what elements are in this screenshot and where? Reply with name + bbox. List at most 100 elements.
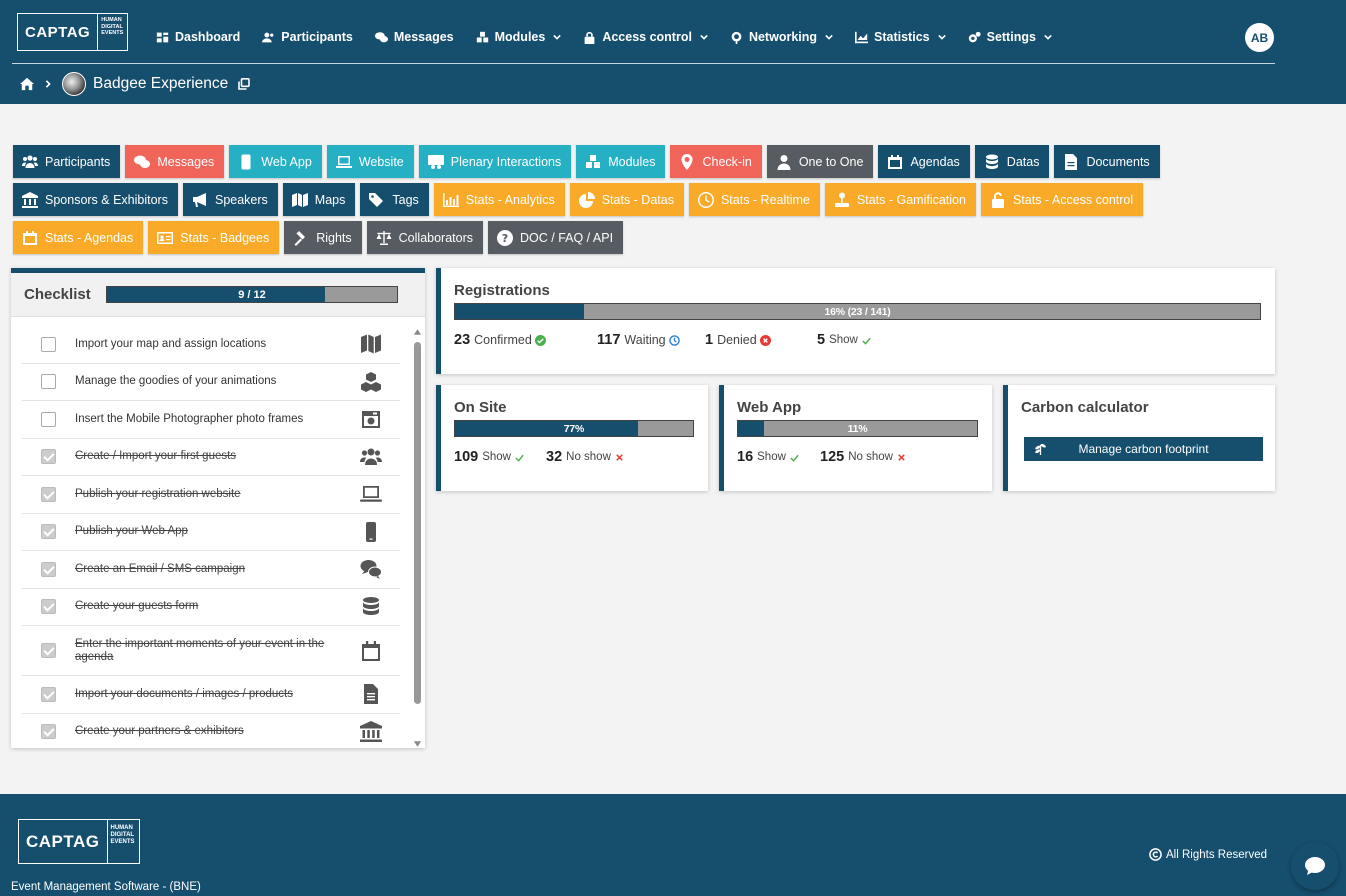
checklist-item-text[interactable]: Enter the important moments of your even… xyxy=(75,637,325,663)
tile-speakers[interactable]: Speakers xyxy=(182,183,278,216)
checklist-item-text[interactable]: Create an Email / SMS campaign xyxy=(75,562,246,575)
unlock-icon xyxy=(991,191,1004,208)
checkbox[interactable] xyxy=(41,686,56,702)
checklist-item-text[interactable]: Insert the Mobile Photographer photo fra… xyxy=(75,412,304,425)
manage-carbon-button[interactable]: Manage carbon footprint xyxy=(1024,437,1263,461)
checkbox[interactable] xyxy=(41,524,56,540)
footer-tagline: Event Management Software - (BNE) xyxy=(11,881,201,893)
tile-one-to-one[interactable]: One to One xyxy=(766,145,874,178)
checkbox[interactable] xyxy=(41,411,56,427)
checkbox[interactable] xyxy=(41,486,56,502)
tile-website[interactable]: Website xyxy=(326,145,414,178)
megaphone-icon xyxy=(192,192,206,207)
scroll-down-icon[interactable] xyxy=(413,740,422,748)
nav-dashboard[interactable]: Dashboard xyxy=(156,30,240,44)
nav-access-control[interactable]: Access control xyxy=(583,30,708,44)
checklist-item-text[interactable]: Import your map and assign locations xyxy=(75,337,267,350)
tile-agendas[interactable]: Agendas xyxy=(878,145,970,178)
tile-documents[interactable]: Documents xyxy=(1054,145,1160,178)
checklist-item-text[interactable]: Manage the goodies of your animations xyxy=(75,375,277,388)
nav-modules[interactable]: Modules xyxy=(476,30,562,44)
webapp-progress-bar: 11% xyxy=(737,420,978,437)
checkbox[interactable] xyxy=(41,561,56,577)
tile-maps[interactable]: Maps xyxy=(282,183,356,216)
checkbox[interactable] xyxy=(41,599,56,615)
tile-web-app[interactable]: Web App xyxy=(229,145,322,178)
tile-tags[interactable]: Tags xyxy=(360,183,429,216)
nav-participants[interactable]: Participants xyxy=(262,30,353,44)
onsite-progress-fill xyxy=(455,421,639,436)
check-icon xyxy=(515,454,524,462)
checklist-item-text[interactable]: Publish your registration website xyxy=(75,487,241,500)
checklist-item-guests: Create / Import your first guests xyxy=(22,439,400,476)
tile-stats-agendas[interactable]: Stats - Agendas xyxy=(13,221,144,254)
scroll-up-icon[interactable] xyxy=(413,328,422,336)
calendar-icon xyxy=(362,640,380,661)
chat-bubble-icon xyxy=(1305,857,1325,875)
captag-logo[interactable]: CAPTAG HUMAN DIGITAL EVENTS xyxy=(17,13,129,51)
scrollbar-thumb[interactable] xyxy=(414,342,421,704)
webapp-progress-text: 11% xyxy=(847,422,868,435)
chat-launcher-button[interactable] xyxy=(1291,842,1339,890)
checklist-item-photo-frames: Insert the Mobile Photographer photo fra… xyxy=(22,401,400,439)
checklist-header: Checklist 9 / 12 xyxy=(11,273,425,317)
tile-doc-faq-api[interactable]: ? DOC / FAQ / API xyxy=(488,221,624,254)
clock-icon xyxy=(697,191,714,208)
checklist-item-text[interactable]: Create your guests form xyxy=(75,600,199,613)
tile-stats-analytics[interactable]: Stats - Analytics xyxy=(433,183,565,216)
tile-messages[interactable]: Messages xyxy=(125,145,225,178)
copy-icon[interactable] xyxy=(238,78,251,90)
carbon-card: Carbon calculator Manage carbon footprin… xyxy=(1003,385,1275,491)
nav-networking[interactable]: Networking xyxy=(730,30,833,44)
checkbox[interactable] xyxy=(41,643,56,658)
tile-stats-realtime[interactable]: Stats - Realtime xyxy=(688,183,820,216)
checklist-item-text[interactable]: Create / Import your first guests xyxy=(75,450,237,463)
checklist-item-website: Publish your registration website xyxy=(22,476,400,514)
chat-icon xyxy=(134,155,151,168)
tile-stats-access-control[interactable]: Stats - Access control xyxy=(980,183,1144,216)
checkbox[interactable] xyxy=(41,336,56,352)
tile-check-in[interactable]: Check-in xyxy=(670,145,762,178)
webapp-noshow-stat: 125 No show xyxy=(820,449,907,465)
checklist-item-campaign: Create an Email / SMS campaign xyxy=(22,551,400,589)
checkbox[interactable] xyxy=(41,724,56,740)
tile-collaborators[interactable]: Collaborators xyxy=(366,221,483,254)
registrations-card: Registrations 16% (23 / 141) 23 Confirmed… xyxy=(436,268,1275,374)
nav-settings[interactable]: Settings xyxy=(968,30,1052,44)
user-avatar[interactable]: AB xyxy=(1245,23,1274,52)
mobile-icon xyxy=(366,521,376,542)
checklist-item-text[interactable]: Publish your Web App xyxy=(75,525,188,538)
tile-rights[interactable]: Rights xyxy=(284,221,362,254)
network-icon xyxy=(731,31,742,44)
tile-stats-badgees[interactable]: Stats - Badgees xyxy=(148,221,280,254)
registrations-progress-fill xyxy=(455,304,584,319)
tile-plenary-interactions[interactable]: Plenary Interactions xyxy=(418,145,572,178)
presentation-icon xyxy=(427,154,444,169)
chevron-down-icon xyxy=(553,34,562,40)
onsite-card: On Site 77% 109 Show 32 No show xyxy=(436,385,708,491)
laptop-icon xyxy=(335,155,352,168)
nav-messages[interactable]: Messages xyxy=(374,30,454,44)
nav-statistics[interactable]: Statistics xyxy=(855,30,946,44)
checkbox[interactable] xyxy=(41,374,56,390)
checklist-title: Checklist xyxy=(24,286,91,303)
logo-text: CAPTAG xyxy=(18,14,99,50)
tile-stats-gamification[interactable]: Stats - Gamification xyxy=(824,183,976,216)
home-icon[interactable] xyxy=(20,77,34,91)
tile-participants[interactable]: Participants xyxy=(13,145,121,178)
tile-stats-datas[interactable]: Stats - Datas xyxy=(569,183,684,216)
nav-label: Participants xyxy=(281,30,353,44)
show-stat: 5 Show xyxy=(817,332,872,348)
button-label: Manage carbon footprint xyxy=(1078,442,1209,456)
tile-modules[interactable]: Modules xyxy=(576,145,666,178)
pie-chart-icon xyxy=(578,191,595,208)
tile-sponsors-exhibitors[interactable]: Sponsors & Exhibitors xyxy=(13,183,178,216)
close-icon xyxy=(898,453,905,461)
nav-label: Statistics xyxy=(874,30,930,44)
checkbox[interactable] xyxy=(41,449,56,465)
tile-datas[interactable]: Datas xyxy=(974,145,1050,178)
checklist-item-text[interactable]: Create your partners & exhibitors xyxy=(75,725,244,738)
checklist-item-text[interactable]: Import your documents / images / product… xyxy=(75,687,293,700)
dashboard-icon xyxy=(156,32,169,42)
checklist-scrollbar[interactable] xyxy=(413,328,422,748)
